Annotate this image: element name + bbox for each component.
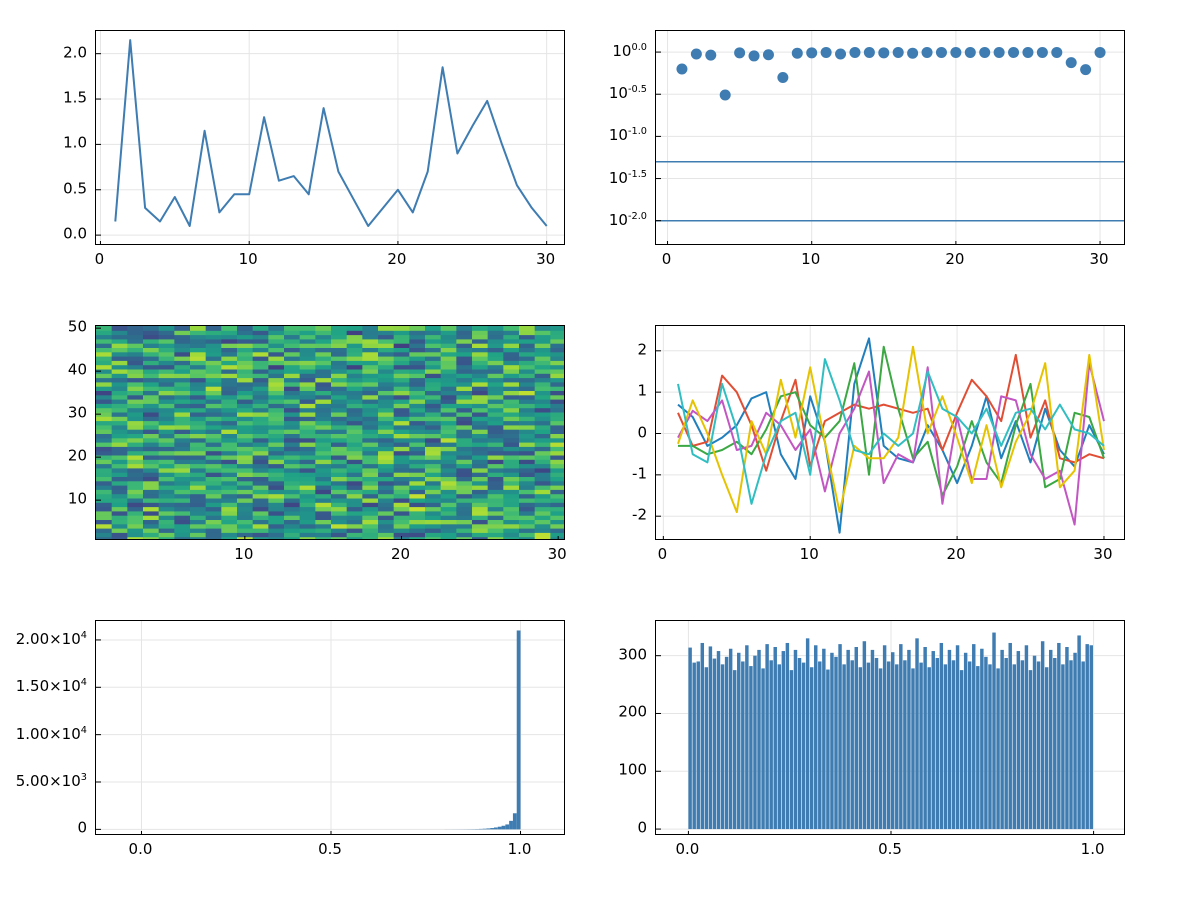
scatter-log-chart <box>655 30 1125 245</box>
multiline-chart <box>655 325 1125 540</box>
line-chart <box>95 30 565 245</box>
chart-grid: 01020300.00.51.01.52.0010203010-2.010-1.… <box>0 0 1200 900</box>
histogram-peaked <box>95 620 565 835</box>
histogram-uniform <box>655 620 1125 835</box>
heatmap-chart <box>95 325 565 540</box>
